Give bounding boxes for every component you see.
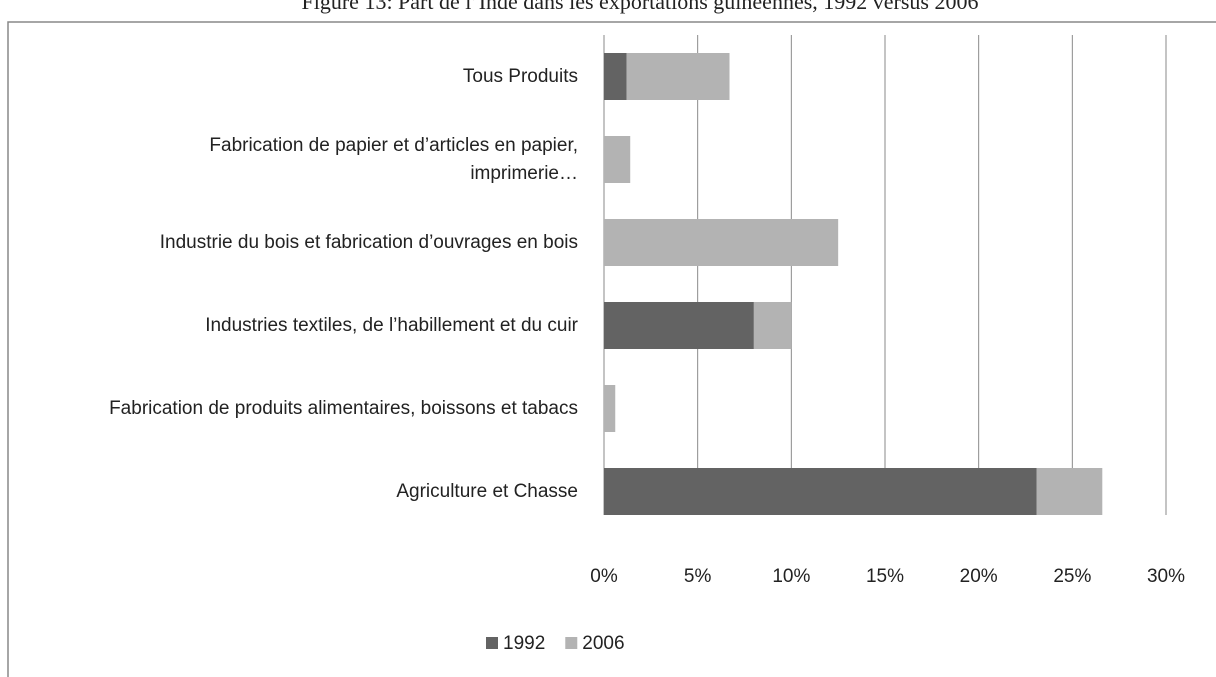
x-tick-label: 15% xyxy=(866,566,904,587)
bar xyxy=(604,136,631,183)
legend-swatch xyxy=(565,637,578,649)
bar xyxy=(604,468,1037,515)
bar xyxy=(626,53,730,100)
legend-label: 2006 xyxy=(582,633,624,654)
y-tick-label: Industries textiles, de l’habillement et… xyxy=(205,314,578,336)
x-tick-label: 20% xyxy=(960,566,998,587)
y-tick-label: Agriculture et Chasse xyxy=(396,480,578,502)
y-tick-label: Industrie du bois et fabrication d’ouvra… xyxy=(159,231,578,253)
x-tick-label: 0% xyxy=(590,566,618,587)
x-tick-label: 10% xyxy=(772,566,810,587)
chart-frame xyxy=(7,21,1216,677)
x-tick-label: 25% xyxy=(1053,566,1091,587)
legend-swatch xyxy=(486,637,498,649)
x-tick-label: 30% xyxy=(1147,566,1185,587)
legend-label: 1992 xyxy=(503,633,545,654)
y-tick-label: Tous Produits xyxy=(462,65,578,87)
x-tick-label: 5% xyxy=(684,566,712,587)
y-tick-label: Fabrication de produits alimentaires, bo… xyxy=(109,397,578,419)
y-tick-label: Fabrication de papier et d’articles en p… xyxy=(209,134,578,184)
bar xyxy=(753,302,792,349)
bar xyxy=(1036,468,1103,515)
bar xyxy=(604,385,616,432)
bar xyxy=(604,53,627,100)
bar xyxy=(604,302,754,349)
chart-title: Figure 13: Part de l’Inde dans les expor… xyxy=(302,0,979,14)
bar xyxy=(604,219,839,266)
